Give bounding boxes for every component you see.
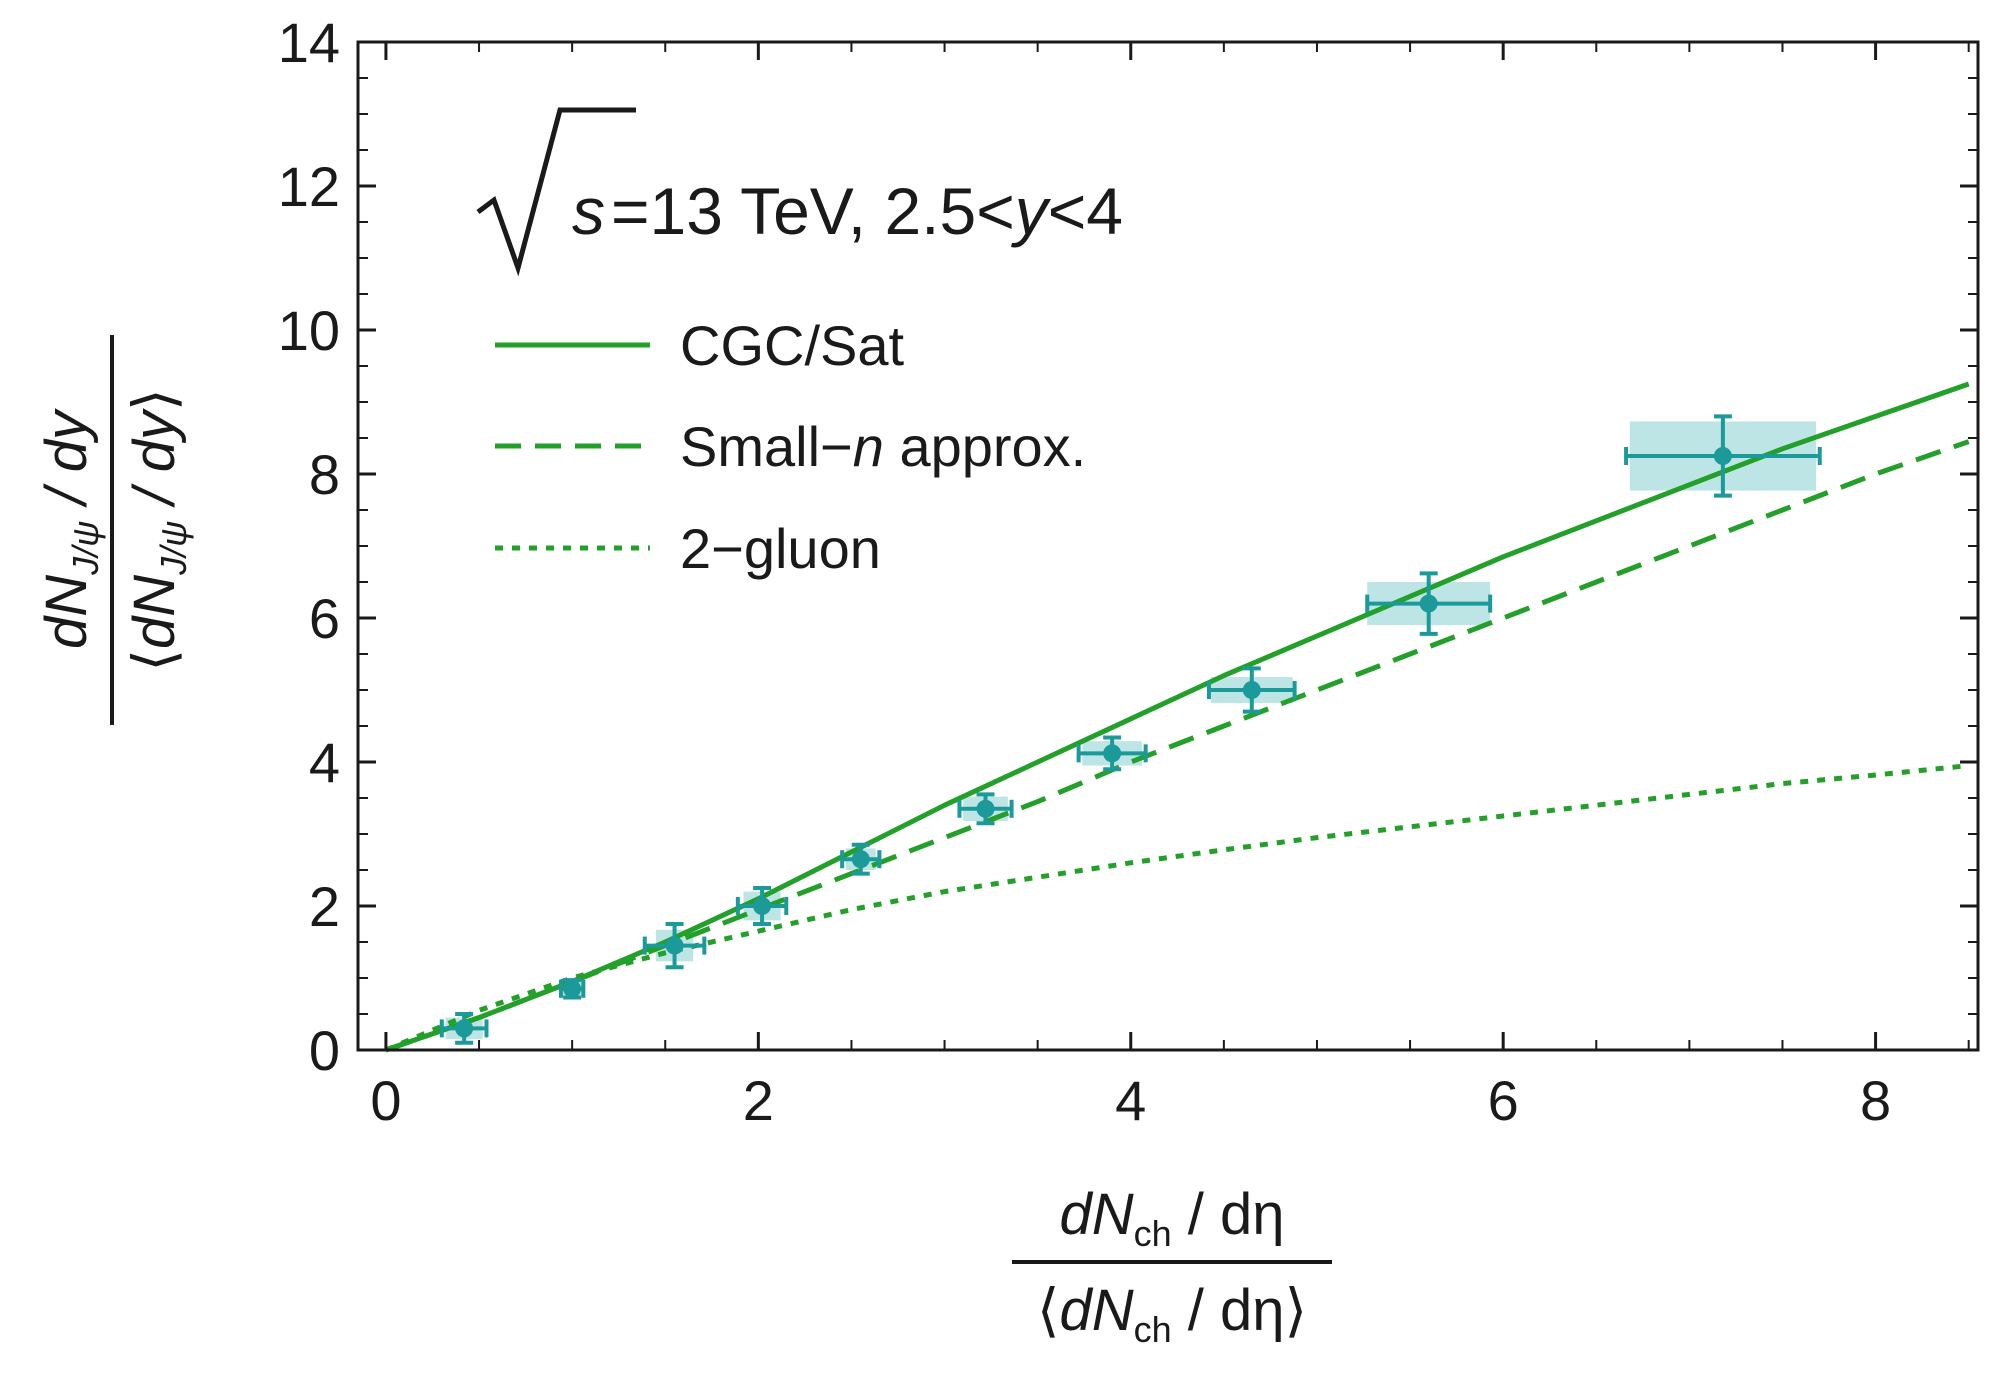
- data-point: [558, 978, 586, 1000]
- data-marker: [1419, 594, 1438, 613]
- data-point: [957, 792, 1014, 826]
- legend-label-2-gluon: 2−gluon: [680, 517, 881, 580]
- x-tick-label: 0: [370, 1069, 401, 1132]
- data-marker: [1103, 744, 1122, 763]
- x-axis-label-numerator: dNch / dη: [1059, 1182, 1284, 1254]
- y-tick-label: 14: [278, 11, 340, 74]
- x-tick-label: 8: [1860, 1069, 1891, 1132]
- data-marker: [1713, 447, 1732, 465]
- y-tick-label: 4: [309, 731, 340, 794]
- y-axis-label-numerator: dNJ/ψ / dy: [34, 408, 106, 649]
- svg-text:s=13 TeV, 2.5<y<4: s=13 TeV, 2.5<y<4: [572, 174, 1123, 248]
- data-marker: [851, 850, 870, 869]
- y-axis-label-denominator: ⟨dNJ/ψ / dy⟩: [122, 388, 194, 671]
- data-marker: [455, 1019, 474, 1038]
- data-point: [735, 886, 789, 926]
- data-point: [439, 1012, 489, 1045]
- data-marker: [976, 799, 995, 818]
- data-point: [1076, 735, 1148, 772]
- series-line-cgc-sat: [385, 381, 1970, 1053]
- y-tick-label: 12: [278, 155, 340, 218]
- sqrt-symbol: [476, 107, 636, 277]
- data-marker: [1242, 681, 1261, 699]
- x-axis-label-denominator: ⟨dNch / dη⟩: [1037, 1278, 1307, 1350]
- y-tick-label: 10: [278, 299, 340, 362]
- x-tick-label: 4: [1115, 1069, 1146, 1132]
- series-line-small-n-approx: [385, 439, 1970, 1053]
- sqrt-variable: s: [572, 174, 605, 248]
- x-tick-label: 6: [1488, 1069, 1519, 1132]
- data-point: [1624, 414, 1822, 498]
- series-line-2-gluon: [384, 763, 1969, 1053]
- y-axis-label: dNJ/ψ / dy ⟨dNJ/ψ / dy⟩: [34, 335, 194, 725]
- y-tick-label: 0: [309, 1019, 340, 1082]
- legend-label-small-n: Small−n approx.: [680, 415, 1086, 478]
- data-point: [840, 842, 882, 876]
- data-marker: [563, 979, 582, 998]
- annotation-text-b: <4: [1048, 174, 1123, 248]
- annotation-rapidity-variable: y: [1011, 174, 1052, 248]
- legend-label-cgc-sat: CGC/Sat: [680, 314, 904, 377]
- data-marker: [753, 897, 772, 915]
- data-point: [1365, 571, 1493, 636]
- data-point: [642, 922, 707, 970]
- x-axis-label: dNch / dη ⟨dNch / dη⟩: [1012, 1182, 1332, 1350]
- data-point: [1206, 666, 1297, 714]
- x-tick-label: 2: [743, 1069, 774, 1132]
- y-tick-label: 6: [309, 587, 340, 650]
- y-tick-label: 8: [309, 443, 340, 506]
- annotation-text-a: =13 TeV, 2.5<: [611, 174, 1015, 248]
- legend: CGC/Sat Small−n approx. 2−gluon: [495, 314, 1086, 580]
- energy-annotation: s=13 TeV, 2.5<y<4: [476, 107, 1123, 277]
- y-tick-label: 2: [309, 875, 340, 938]
- data-marker: [665, 936, 684, 955]
